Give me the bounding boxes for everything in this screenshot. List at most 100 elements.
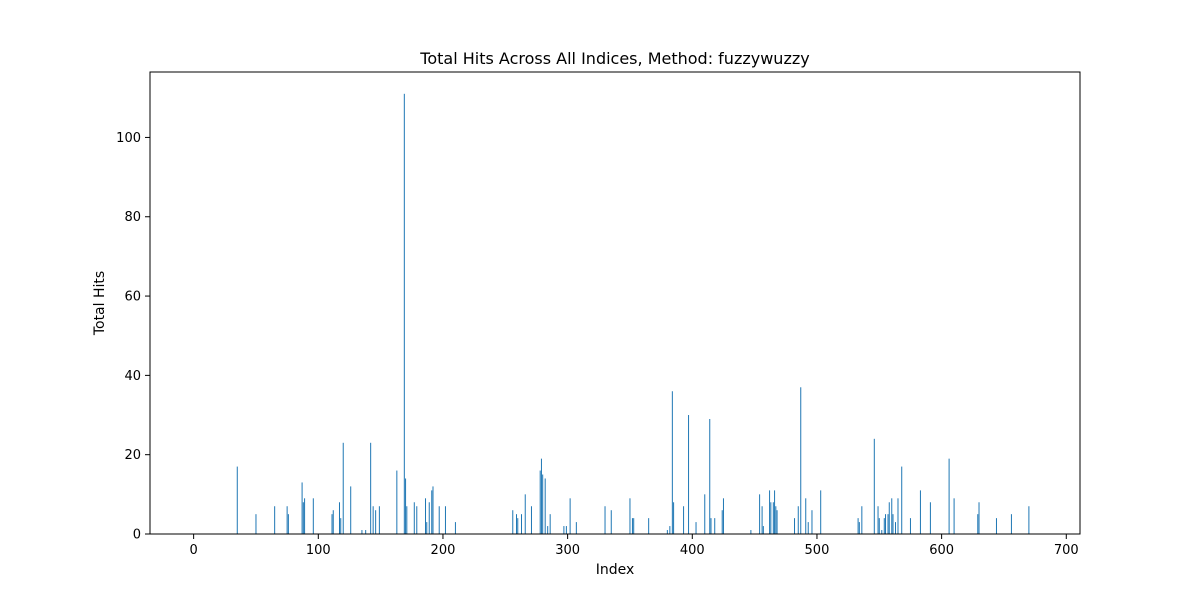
x-tick-label: 200 (431, 543, 456, 558)
bar (375, 510, 377, 534)
x-tick-label: 400 (680, 543, 705, 558)
bar (811, 510, 813, 534)
bar (633, 518, 635, 534)
bar (629, 498, 631, 534)
bar (709, 419, 711, 534)
bar (897, 498, 899, 534)
bar (683, 506, 685, 534)
bar (995, 518, 997, 534)
y-tick-label: 100 (116, 131, 141, 146)
bar (688, 415, 690, 534)
bar (721, 510, 723, 534)
bar (569, 498, 571, 534)
bar (887, 514, 889, 534)
bar (426, 522, 428, 534)
bar (236, 466, 238, 534)
y-axis: 0 20 40 60 80 100 (116, 131, 150, 543)
bar (770, 502, 772, 534)
bar (302, 502, 304, 534)
bar (666, 530, 668, 534)
y-axis-label: Total Hits (92, 271, 108, 336)
bar (416, 506, 418, 534)
bar (331, 514, 333, 534)
bar (304, 498, 306, 534)
bar (604, 506, 606, 534)
bar (431, 490, 433, 534)
bar (575, 522, 577, 534)
bar (775, 506, 777, 534)
bar (544, 478, 546, 534)
bar (929, 502, 931, 534)
bar (648, 518, 650, 534)
bar (873, 438, 875, 534)
bar (350, 486, 352, 534)
bar (888, 502, 890, 534)
bar (516, 514, 518, 534)
y-tick-label: 0 (133, 528, 141, 543)
bar (425, 498, 427, 534)
bars-group (236, 93, 1030, 534)
x-tick-label: 300 (555, 543, 580, 558)
bar (948, 458, 950, 534)
bar (542, 474, 544, 534)
bar (332, 510, 334, 534)
bar (563, 526, 565, 534)
bar (1010, 514, 1012, 534)
x-axis: 0 100 200 300 400 500 600 700 (189, 534, 1079, 558)
bar (361, 530, 363, 534)
bar (565, 526, 567, 534)
bar (710, 518, 712, 534)
bar (800, 387, 802, 534)
x-axis-label: Index (596, 562, 635, 578)
bar (432, 486, 434, 534)
bar (403, 93, 405, 534)
bar (774, 490, 776, 534)
bar (406, 506, 408, 534)
bar (342, 442, 344, 534)
bar (530, 506, 532, 534)
bar (714, 518, 716, 534)
bar (858, 522, 860, 534)
x-tick-label: 0 (189, 543, 197, 558)
bar (370, 442, 372, 534)
bar (750, 530, 752, 534)
bar (978, 502, 980, 534)
bar (413, 502, 415, 534)
bar (378, 506, 380, 534)
plot-frame (149, 71, 1081, 535)
bar (776, 510, 778, 534)
bar (919, 490, 921, 534)
bar (547, 526, 549, 534)
bar (521, 514, 522, 534)
x-tick-label: 600 (929, 543, 954, 558)
bar (669, 526, 671, 534)
bar (540, 458, 542, 534)
bar (405, 478, 407, 534)
bar (885, 514, 887, 534)
bar (372, 506, 374, 534)
bar (861, 506, 863, 534)
bar (695, 522, 697, 534)
bar (338, 502, 340, 534)
bar (953, 498, 955, 534)
bar (895, 522, 896, 534)
bar (762, 526, 764, 534)
bar (428, 502, 430, 534)
bar (255, 514, 257, 534)
x-tick-label: 700 (1054, 543, 1079, 558)
bar (878, 518, 880, 534)
bar (301, 482, 303, 534)
bar (797, 506, 799, 534)
bar (539, 470, 541, 534)
bar (807, 522, 809, 534)
bar (340, 518, 342, 534)
bar (769, 490, 771, 534)
bar (549, 514, 551, 534)
y-tick-label: 60 (124, 290, 141, 305)
bar (772, 502, 774, 534)
chart-title: Total Hits Across All Indices, Method: f… (419, 49, 809, 68)
bar (287, 514, 289, 534)
bar (610, 510, 612, 534)
bar (673, 502, 675, 534)
